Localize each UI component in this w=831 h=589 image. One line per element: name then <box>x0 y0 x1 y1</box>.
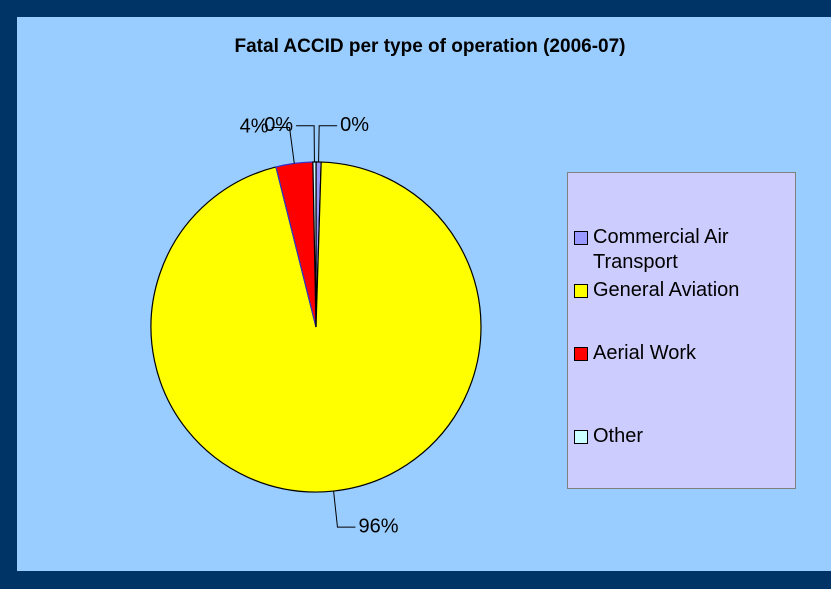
leader-line <box>271 126 295 164</box>
legend-label: Other <box>593 425 644 447</box>
legend-label: General Aviation <box>593 279 740 301</box>
legend-swatch <box>574 284 588 298</box>
leader-line <box>333 491 356 528</box>
leader-line <box>318 125 338 163</box>
data-label: 0% <box>340 114 369 136</box>
legend-entry: Other <box>574 424 794 449</box>
legend-swatch <box>574 347 588 361</box>
data-label: 96% <box>358 515 398 537</box>
legend-entry: General Aviation <box>574 278 794 303</box>
data-label: 4% <box>240 116 269 138</box>
legend-swatch <box>574 430 588 444</box>
legend-label: Commercial Air Transport <box>593 226 729 273</box>
legend-label: Aerial Work <box>593 342 696 364</box>
legend-swatch <box>574 231 588 245</box>
leader-line <box>296 125 315 163</box>
data-label: 0% <box>264 114 293 136</box>
legend: Commercial Air Transport General Aviation… <box>567 172 796 489</box>
legend-entry: Commercial Air Transport <box>574 225 794 275</box>
chart-title: Fatal ACCID per type of operation (2006-… <box>235 36 626 57</box>
legend-entry: Aerial Work <box>574 341 794 366</box>
